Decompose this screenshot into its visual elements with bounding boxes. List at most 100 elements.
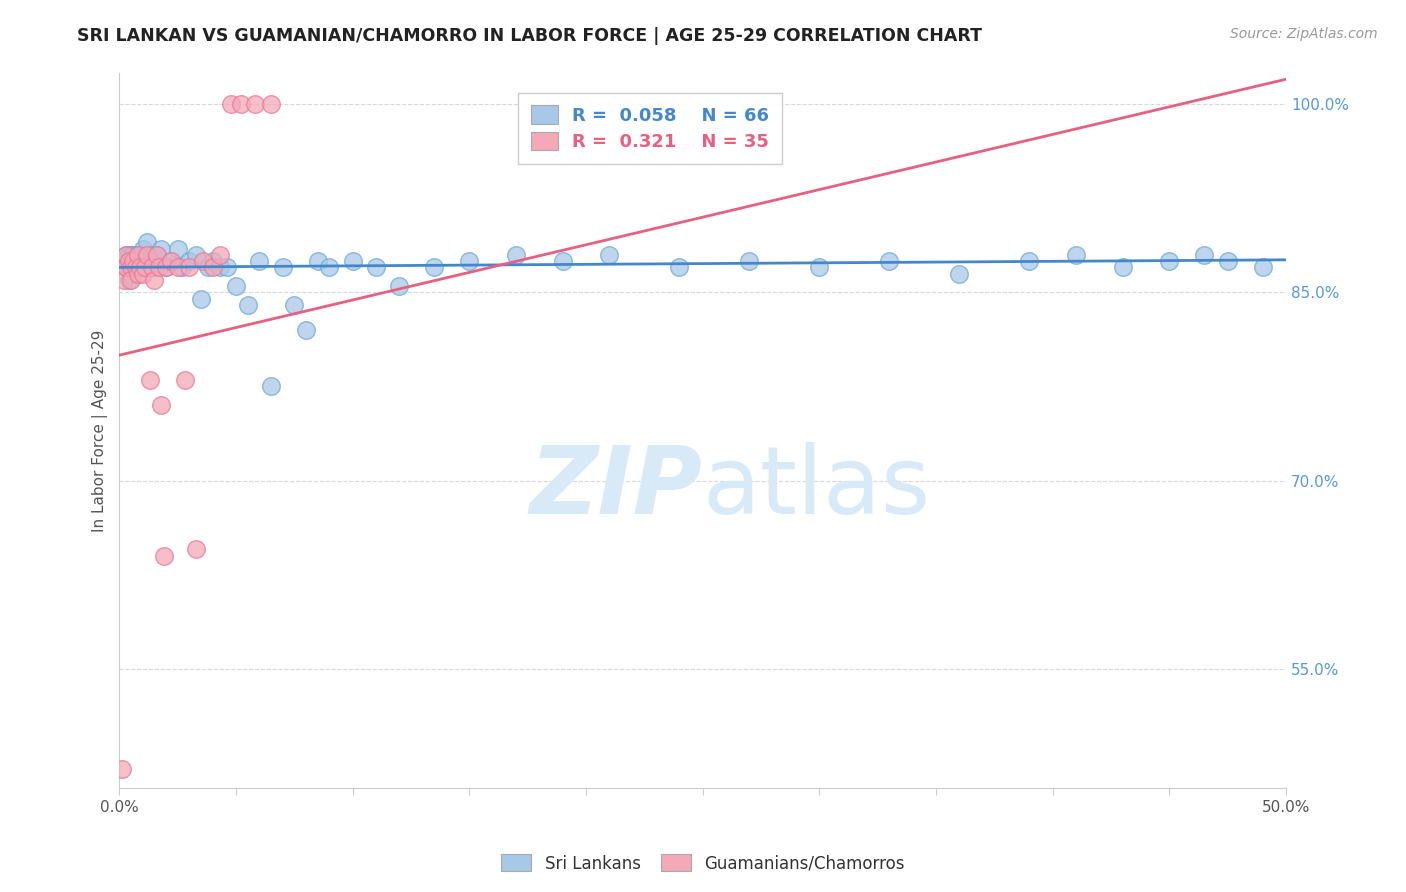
Point: [115, 248, 138, 262]
Point: [208, 260, 231, 275]
Point: [172, 260, 194, 275]
Point: [808, 260, 831, 275]
Point: [208, 248, 231, 262]
Point: [295, 323, 318, 337]
Point: [125, 260, 148, 275]
Point: [236, 298, 259, 312]
Point: [129, 260, 152, 275]
Point: [283, 298, 305, 312]
Point: [458, 254, 481, 268]
Point: [120, 267, 142, 281]
Point: [118, 254, 141, 268]
Point: [738, 254, 761, 268]
Point: [120, 273, 142, 287]
Point: [271, 260, 294, 275]
Point: [129, 248, 152, 262]
Point: [307, 254, 329, 268]
Point: [143, 273, 166, 287]
Point: [948, 267, 970, 281]
Point: [249, 254, 271, 268]
Point: [134, 260, 156, 275]
Point: [122, 254, 145, 268]
Point: [120, 254, 142, 268]
Point: [197, 260, 219, 275]
Point: [132, 254, 155, 268]
Point: [155, 260, 177, 275]
Point: [318, 260, 340, 275]
Point: [115, 260, 138, 275]
Point: [186, 542, 208, 557]
Point: [146, 248, 169, 262]
Point: [136, 248, 159, 262]
Point: [134, 260, 156, 275]
Point: [150, 242, 173, 256]
Point: [139, 260, 162, 275]
Point: [201, 260, 224, 275]
Point: [127, 267, 149, 281]
Legend: Sri Lankans, Guamanians/Chamorros: Sri Lankans, Guamanians/Chamorros: [495, 847, 911, 880]
Point: [120, 248, 142, 262]
Point: [668, 260, 690, 275]
Point: [111, 762, 134, 776]
Point: [166, 242, 188, 256]
Point: [141, 260, 163, 275]
Point: [215, 260, 238, 275]
Point: [132, 267, 155, 281]
Point: [115, 248, 138, 262]
Text: Source: ZipAtlas.com: Source: ZipAtlas.com: [1230, 27, 1378, 41]
Point: [1159, 254, 1181, 268]
Point: [342, 254, 364, 268]
Point: [179, 260, 201, 275]
Point: [505, 248, 527, 262]
Point: [134, 254, 156, 268]
Point: [388, 279, 411, 293]
Point: [146, 248, 169, 262]
Point: [201, 254, 224, 268]
Point: [141, 248, 163, 262]
Point: [112, 254, 135, 268]
Point: [118, 248, 141, 262]
Point: [260, 379, 283, 393]
Point: [193, 254, 215, 268]
Text: atlas: atlas: [703, 442, 931, 533]
Point: [127, 248, 149, 262]
Legend: R =  0.058    N = 66, R =  0.321    N = 35: R = 0.058 N = 66, R = 0.321 N = 35: [519, 93, 782, 164]
Point: [159, 254, 181, 268]
Point: [125, 248, 148, 262]
Point: [136, 235, 159, 250]
Point: [190, 292, 212, 306]
Text: ZIP: ZIP: [530, 442, 703, 533]
Point: [221, 97, 243, 112]
Point: [148, 260, 170, 275]
Point: [260, 97, 283, 112]
Point: [423, 260, 446, 275]
Point: [120, 260, 142, 275]
Point: [879, 254, 901, 268]
Point: [364, 260, 387, 275]
Point: [127, 267, 149, 281]
Point: [155, 260, 177, 275]
Point: [243, 97, 266, 112]
Point: [1111, 260, 1133, 275]
Point: [122, 260, 145, 275]
Point: [179, 254, 201, 268]
Point: [229, 97, 252, 112]
Point: [125, 260, 148, 275]
Point: [166, 260, 188, 275]
Point: [159, 254, 181, 268]
Point: [150, 398, 173, 412]
Point: [122, 248, 145, 262]
Point: [127, 254, 149, 268]
Point: [143, 260, 166, 275]
Point: [1216, 254, 1239, 268]
Point: [1251, 260, 1274, 275]
Point: [1018, 254, 1040, 268]
Point: [139, 373, 162, 387]
Point: [132, 242, 155, 256]
Point: [1194, 248, 1216, 262]
Point: [152, 549, 174, 563]
Point: [598, 248, 620, 262]
Point: [118, 273, 141, 287]
Point: [173, 373, 195, 387]
Text: SRI LANKAN VS GUAMANIAN/CHAMORRO IN LABOR FORCE | AGE 25-29 CORRELATION CHART: SRI LANKAN VS GUAMANIAN/CHAMORRO IN LABO…: [77, 27, 983, 45]
